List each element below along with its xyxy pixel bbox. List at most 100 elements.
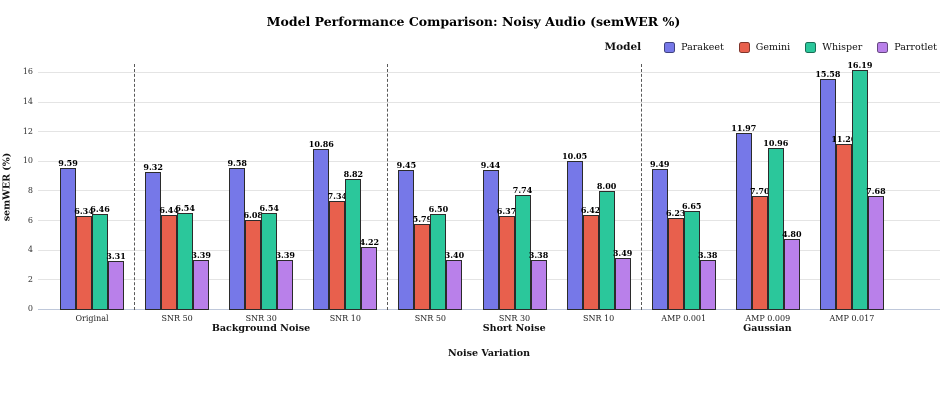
bar-parrotlet: 3.38 <box>698 250 717 310</box>
bar-value-label: 3.38 <box>528 249 549 260</box>
bar-whisper: 8.82 <box>344 169 363 310</box>
bar-value-label: 6.42 <box>580 204 601 215</box>
bar-value-label: 5.79 <box>412 214 433 225</box>
bar-parrotlet: 3.39 <box>191 250 211 310</box>
bar-value-label: 8.82 <box>343 169 364 180</box>
bar-cluster: 10.05 6.42 8.00 3.49 SNR 10 <box>557 64 641 323</box>
bar-value-label: 10.86 <box>308 139 334 150</box>
bar-value-label: 9.58 <box>227 158 247 169</box>
bar-whisper: 16.19 <box>847 60 872 310</box>
bar-value-label: 10.96 <box>763 137 789 148</box>
bar-whisper: 6.54 <box>175 203 195 310</box>
bar-gemini: 6.44 <box>159 205 179 310</box>
bar-value-label: 9.49 <box>649 159 670 170</box>
bar-parakeet: 9.58 <box>227 158 247 310</box>
bar-gemini: 7.70 <box>750 186 770 310</box>
bar-value-label: 6.34 <box>74 206 94 217</box>
x-tick-label: SNR 50 <box>161 314 193 323</box>
bar-gemini: 11.20 <box>831 134 856 310</box>
bar-value-label: 3.39 <box>275 249 295 260</box>
bar-value-label: 7.74 <box>512 185 533 196</box>
legend: Model Parakeet Gemini Whisper Parrotlet <box>605 41 938 53</box>
bar-value-label: 9.45 <box>396 159 417 170</box>
legend-entries: Parakeet Gemini Whisper Parrotlet <box>664 41 937 53</box>
bar-whisper: 8.00 <box>597 181 616 310</box>
group-label: Background Noise <box>211 323 311 334</box>
bar-value-label: 3.31 <box>106 250 126 261</box>
legend-swatch <box>664 41 676 53</box>
legend-entry: Parakeet <box>664 41 724 53</box>
y-tick-label: 8 <box>27 185 33 195</box>
group-label-cell: Gaussian <box>641 323 894 334</box>
x-tick-label: Original <box>75 314 109 323</box>
bar-parrotlet: 4.22 <box>360 237 379 310</box>
bar-gemini: 6.34 <box>74 206 94 310</box>
bar-parrotlet: 3.31 <box>106 251 126 310</box>
group-separator <box>134 64 136 310</box>
bar-value-label: 11.20 <box>831 134 857 145</box>
bar-cluster: 9.45 5.79 6.50 3.40 SNR 50 <box>388 64 472 323</box>
legend-swatch <box>738 41 750 53</box>
y-tick-label: 6 <box>27 215 33 225</box>
bar-gemini: 6.08 <box>243 210 263 310</box>
x-tick-label: SNR 50 <box>414 314 447 323</box>
bar-value-label: 10.05 <box>562 151 588 162</box>
x-tick-label: SNR 10 <box>582 314 615 323</box>
group-separator <box>640 64 642 310</box>
bar-value-label: 4.80 <box>782 228 802 239</box>
bar-cluster: 9.32 6.44 6.54 3.39 SNR 50 <box>135 64 219 323</box>
bar-value-label: 6.50 <box>428 203 449 214</box>
bar-parrotlet: 4.80 <box>782 229 802 310</box>
legend-entry: Parrotlet <box>877 41 937 53</box>
bar-value-label: 15.58 <box>815 69 841 80</box>
x-axis-label: Noise Variation <box>448 348 530 359</box>
bar-value-label: 6.46 <box>90 204 110 215</box>
legend-swatch <box>805 41 817 53</box>
x-tick-label: AMP 0.001 <box>661 314 707 323</box>
legend-label: Parakeet <box>681 41 724 53</box>
bar-cluster: 9.58 6.08 6.54 3.39 SNR 30 <box>219 64 303 323</box>
x-tick-label: AMP 0.009 <box>745 314 791 323</box>
x-tick-label: SNR 30 <box>245 314 277 323</box>
bar-parrotlet: 3.38 <box>529 250 548 310</box>
bar-whisper: 6.65 <box>682 201 701 310</box>
bar-value-label: 3.49 <box>612 248 633 259</box>
legend-swatch <box>877 41 889 53</box>
bar-value-label: 4.22 <box>359 237 380 248</box>
bar-gemini: 6.23 <box>666 208 685 310</box>
bar-whisper: 7.74 <box>513 185 532 310</box>
bar-parrotlet: 3.39 <box>275 250 295 310</box>
bar-parrotlet: 3.40 <box>445 250 464 310</box>
bar-cluster: 11.97 7.70 10.96 4.80 AMP 0.009 <box>726 64 810 323</box>
y-tick-label: 10 <box>22 156 33 166</box>
bar-value-label: 9.59 <box>58 157 78 168</box>
chart-title: Model Performance Comparison: Noisy Audi… <box>266 14 681 29</box>
bar-value-label: 3.40 <box>444 249 465 260</box>
bar-value-label: 9.44 <box>480 160 501 171</box>
bar-cluster: 9.49 6.23 6.65 3.38 AMP 0.001 <box>642 64 726 323</box>
bar-parakeet: 10.86 <box>309 139 334 310</box>
y-tick-label: 12 <box>22 126 33 136</box>
y-tick-label: 4 <box>27 245 33 255</box>
bar-value-label: 9.32 <box>143 161 163 172</box>
bar-value-label: 7.34 <box>327 191 348 202</box>
bar-value-label: 6.23 <box>665 207 686 218</box>
gridline: 14 <box>23 97 940 106</box>
group-label-cell: Background Noise <box>134 323 387 334</box>
bar-whisper: 6.50 <box>429 204 448 310</box>
group-separator <box>387 64 389 310</box>
bar-parakeet: 15.58 <box>815 69 840 310</box>
bar-parakeet: 9.32 <box>143 162 163 310</box>
bar-value-label: 6.54 <box>175 203 195 214</box>
x-tick-label: SNR 10 <box>329 314 361 323</box>
group-label-cell <box>50 323 134 334</box>
bar-gemini: 7.34 <box>328 191 347 310</box>
bar-cluster: 15.58 11.20 16.19 7.68 AMP 0.017 <box>810 60 894 323</box>
bar-parakeet: 9.59 <box>58 158 78 310</box>
plot-area: semWER (%) 0 2 4 6 8 10 12 14 16 9.59 6.34 6.46 3.3… <box>2 60 940 359</box>
gridline: 12 <box>23 127 940 136</box>
legend-entry: Gemini <box>738 41 790 53</box>
bar-whisper: 6.46 <box>90 204 110 310</box>
bar-whisper: 6.54 <box>259 203 279 310</box>
